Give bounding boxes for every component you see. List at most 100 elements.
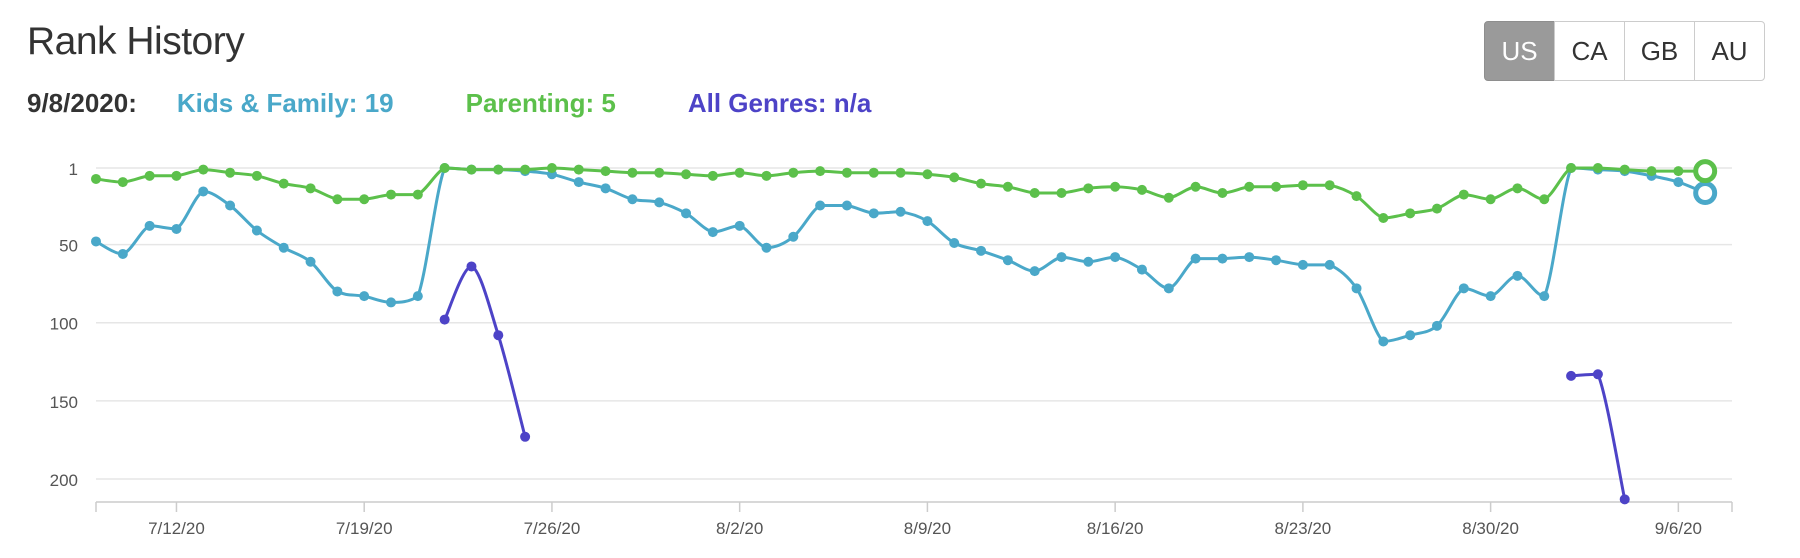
data-point[interactable]: [681, 169, 692, 180]
data-point[interactable]: [627, 167, 638, 178]
data-point[interactable]: [922, 216, 933, 227]
data-point[interactable]: [895, 167, 906, 178]
data-point[interactable]: [1029, 188, 1040, 199]
data-point[interactable]: [1002, 181, 1013, 192]
data-point[interactable]: [1083, 256, 1094, 267]
data-point[interactable]: [707, 227, 718, 238]
data-point[interactable]: [1646, 166, 1657, 177]
data-point[interactable]: [1539, 291, 1550, 302]
data-point-latest[interactable]: [1693, 159, 1718, 184]
data-point[interactable]: [1351, 191, 1362, 202]
data-point[interactable]: [466, 164, 477, 175]
data-point[interactable]: [1405, 330, 1416, 341]
data-point[interactable]: [546, 163, 557, 173]
data-point[interactable]: [1485, 291, 1496, 302]
data-point[interactable]: [1485, 194, 1496, 205]
data-point[interactable]: [144, 220, 155, 231]
data-point[interactable]: [359, 291, 370, 302]
data-point[interactable]: [520, 164, 531, 175]
data-point[interactable]: [976, 245, 987, 256]
data-point[interactable]: [439, 314, 450, 325]
data-point[interactable]: [171, 170, 182, 181]
data-point[interactable]: [278, 242, 289, 253]
data-point[interactable]: [1324, 259, 1335, 270]
data-point[interactable]: [1673, 166, 1684, 177]
data-point[interactable]: [520, 431, 531, 442]
data-point[interactable]: [305, 183, 316, 194]
data-point[interactable]: [1217, 253, 1228, 264]
data-point[interactable]: [573, 177, 584, 188]
data-point[interactable]: [1378, 213, 1389, 224]
data-point[interactable]: [841, 200, 852, 211]
data-point[interactable]: [1056, 252, 1067, 263]
data-point[interactable]: [1619, 494, 1630, 505]
data-point[interactable]: [1110, 252, 1121, 263]
data-point[interactable]: [1566, 163, 1577, 173]
data-point[interactable]: [1163, 283, 1174, 294]
data-point[interactable]: [278, 178, 289, 189]
data-point[interactable]: [1217, 188, 1228, 199]
data-point[interactable]: [332, 286, 343, 297]
data-point[interactable]: [1458, 189, 1469, 200]
data-point[interactable]: [144, 170, 155, 181]
data-point[interactable]: [1110, 181, 1121, 192]
data-point[interactable]: [1002, 255, 1013, 266]
data-point[interactable]: [1431, 203, 1442, 214]
data-point[interactable]: [386, 297, 397, 308]
data-point[interactable]: [734, 220, 745, 231]
data-point[interactable]: [493, 330, 504, 341]
data-point[interactable]: [1351, 283, 1362, 294]
data-point[interactable]: [332, 194, 343, 205]
data-point[interactable]: [412, 189, 423, 200]
data-point[interactable]: [788, 231, 799, 242]
data-point[interactable]: [1136, 184, 1147, 195]
data-point[interactable]: [1458, 283, 1469, 294]
data-point[interactable]: [761, 170, 772, 181]
data-point[interactable]: [225, 167, 236, 178]
data-point[interactable]: [761, 242, 772, 253]
data-point[interactable]: [1163, 192, 1174, 203]
data-point[interactable]: [1297, 180, 1308, 191]
data-point[interactable]: [815, 200, 826, 211]
data-point[interactable]: [841, 167, 852, 178]
data-point[interactable]: [251, 170, 262, 181]
data-point[interactable]: [386, 189, 397, 200]
data-point[interactable]: [305, 256, 316, 267]
data-point[interactable]: [976, 178, 987, 189]
data-point-latest[interactable]: [1693, 181, 1718, 206]
data-point[interactable]: [922, 169, 933, 180]
data-point[interactable]: [654, 167, 665, 178]
data-point[interactable]: [1431, 320, 1442, 331]
data-point[interactable]: [815, 166, 826, 177]
data-point[interactable]: [600, 183, 611, 194]
data-point[interactable]: [1190, 181, 1201, 192]
data-point[interactable]: [412, 291, 423, 302]
data-point[interactable]: [1083, 183, 1094, 194]
data-point[interactable]: [949, 172, 960, 183]
data-point[interactable]: [1056, 188, 1067, 199]
data-point[interactable]: [868, 208, 879, 219]
data-point[interactable]: [198, 164, 209, 175]
data-point[interactable]: [681, 208, 692, 219]
data-point[interactable]: [1512, 183, 1523, 194]
data-point[interactable]: [707, 170, 718, 181]
data-point[interactable]: [1324, 180, 1335, 191]
data-point[interactable]: [1566, 370, 1577, 381]
data-point[interactable]: [788, 167, 799, 178]
data-point[interactable]: [91, 173, 101, 184]
data-point[interactable]: [600, 166, 611, 177]
data-point[interactable]: [117, 177, 128, 188]
data-point[interactable]: [627, 194, 638, 205]
data-point[interactable]: [466, 261, 477, 272]
country-button-gb[interactable]: GB: [1624, 21, 1695, 81]
data-point[interactable]: [359, 194, 370, 205]
data-point[interactable]: [1378, 336, 1389, 347]
data-point[interactable]: [1244, 181, 1255, 192]
data-point[interactable]: [171, 223, 182, 234]
data-point[interactable]: [573, 164, 584, 175]
data-point[interactable]: [91, 236, 101, 247]
data-point[interactable]: [868, 167, 879, 178]
data-point[interactable]: [1271, 181, 1282, 192]
data-point[interactable]: [1539, 194, 1550, 205]
data-point[interactable]: [895, 206, 906, 217]
